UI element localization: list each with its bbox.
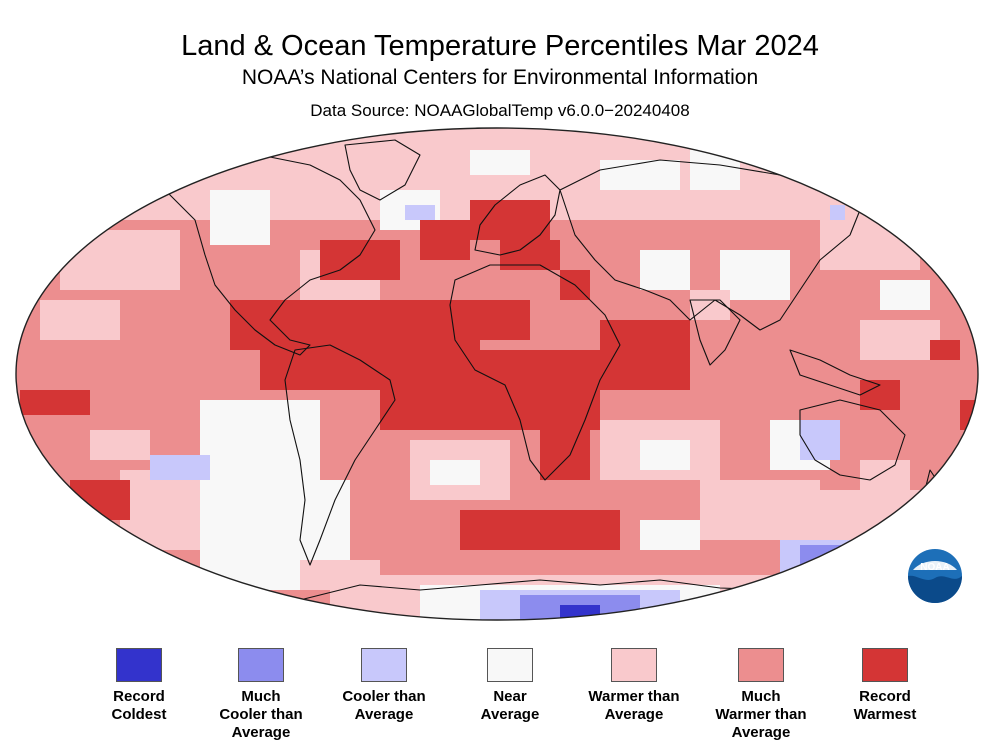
grid-cell bbox=[860, 160, 920, 190]
grid-cell bbox=[640, 520, 700, 550]
grid-cell bbox=[60, 230, 180, 290]
grid-cell bbox=[430, 460, 480, 485]
percentile-grid bbox=[16, 128, 978, 620]
coastline bbox=[689, 299, 741, 366]
legend-swatch bbox=[862, 648, 908, 682]
legend-label: Much Warmer than Average bbox=[715, 688, 807, 741]
coastline bbox=[789, 349, 881, 396]
legend-swatch bbox=[361, 648, 407, 682]
legend-label: Cooler than Average bbox=[342, 688, 426, 723]
legend-label: Record Coldest bbox=[111, 688, 167, 723]
grid-cell bbox=[150, 455, 210, 480]
legend-label: Near Average bbox=[480, 688, 540, 723]
noaa-logo-text: NOAA bbox=[920, 562, 949, 573]
grid-cell bbox=[600, 320, 690, 390]
grid-cell bbox=[540, 420, 590, 480]
grid-cell bbox=[470, 150, 530, 175]
legend-swatch bbox=[116, 648, 162, 682]
grid-cell bbox=[320, 240, 400, 280]
map-title: Land & Ocean Temperature Percentiles Mar… bbox=[181, 30, 819, 62]
coastlines bbox=[149, 139, 941, 601]
grid-cell bbox=[40, 300, 120, 340]
grid-cell bbox=[720, 250, 790, 300]
grid-cell bbox=[830, 205, 845, 220]
coastline bbox=[559, 159, 861, 331]
noaa-logo: NOAA bbox=[908, 549, 962, 603]
legend-swatch bbox=[611, 648, 657, 682]
grid-cell bbox=[470, 200, 550, 240]
grid-cell bbox=[200, 400, 320, 480]
grid-cell bbox=[820, 220, 920, 270]
grid-cell bbox=[70, 480, 130, 520]
data-source: Data Source: NOAAGlobalTemp v6.0.0−20240… bbox=[310, 101, 690, 120]
globe-outline bbox=[15, 127, 979, 621]
grid-cell bbox=[930, 340, 960, 360]
grid-cell bbox=[405, 205, 435, 220]
grid-cell bbox=[120, 470, 200, 550]
legend-label: Warmer than Average bbox=[588, 688, 680, 723]
legend: Record Coldest Much Cooler than Average Coole… bbox=[0, 648, 1000, 748]
grid-cell bbox=[700, 480, 820, 540]
grid-cell bbox=[690, 150, 740, 190]
coastline bbox=[799, 399, 906, 481]
coastline bbox=[284, 344, 396, 566]
coastline bbox=[344, 139, 421, 201]
grid-cell bbox=[460, 510, 620, 550]
grid-cell bbox=[420, 220, 470, 260]
grid-cell bbox=[880, 280, 930, 310]
coastline bbox=[149, 154, 376, 356]
grid-cell bbox=[470, 300, 530, 340]
grid-cell bbox=[380, 350, 600, 430]
legend-swatch bbox=[238, 648, 284, 682]
coastline bbox=[449, 264, 621, 481]
grid-cell bbox=[20, 390, 90, 415]
legend-label: Much Cooler than Average bbox=[219, 688, 303, 741]
grid-cell bbox=[210, 190, 270, 245]
grid-cell bbox=[260, 350, 380, 390]
legend-swatch bbox=[487, 648, 533, 682]
grid-cell bbox=[600, 160, 680, 190]
grid-cell bbox=[800, 420, 840, 460]
grid-cell bbox=[860, 320, 940, 360]
legend-swatch bbox=[738, 648, 784, 682]
grid-cell bbox=[230, 300, 480, 350]
map-subtitle: NOAA’s National Centers for Environmenta… bbox=[241, 66, 759, 89]
grid-cell bbox=[640, 440, 690, 470]
legend-label: Record Warmest bbox=[853, 688, 917, 723]
grid-cell bbox=[90, 430, 150, 460]
grid-cell bbox=[640, 250, 690, 290]
